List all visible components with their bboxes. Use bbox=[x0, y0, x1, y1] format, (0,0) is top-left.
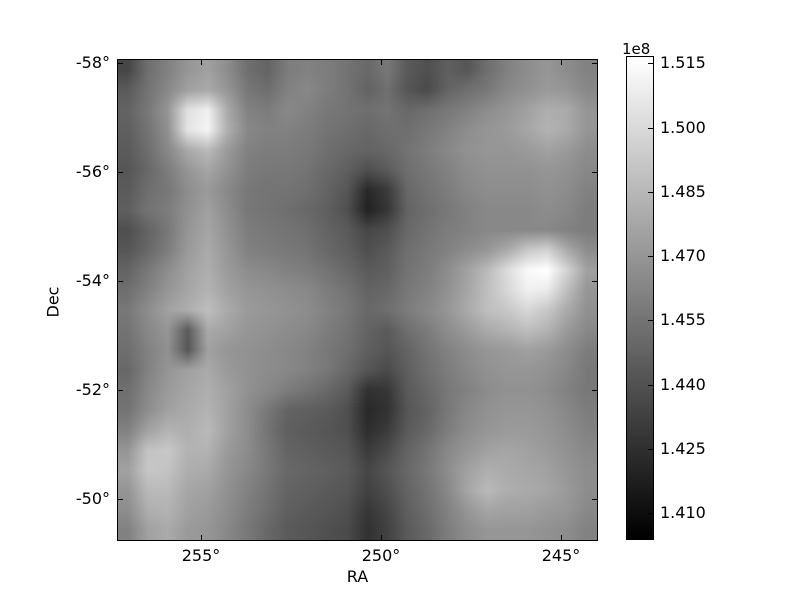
heatmap-image bbox=[118, 60, 597, 540]
colorbar-tick-label: 1.440 bbox=[660, 375, 706, 394]
colorbar-tick-label: 1.485 bbox=[660, 182, 706, 201]
colorbar-offset-label: 1e8 bbox=[622, 40, 651, 58]
y-tick-label: -50° bbox=[75, 489, 110, 508]
colorbar-tick-label: 1.470 bbox=[660, 246, 706, 265]
colorbar bbox=[626, 56, 654, 540]
x-axis-label: RA bbox=[346, 567, 369, 586]
y-tick-mark bbox=[118, 390, 123, 391]
y-tick-mark bbox=[592, 63, 597, 64]
colorbar-tick-mark bbox=[648, 449, 653, 450]
y-tick-label: -58° bbox=[75, 53, 110, 72]
colorbar-tick-label: 1.410 bbox=[660, 503, 706, 522]
y-tick-mark bbox=[118, 63, 123, 64]
y-tick-mark bbox=[592, 281, 597, 282]
y-tick-label: -56° bbox=[75, 162, 110, 181]
x-tick-label: 250° bbox=[361, 546, 401, 565]
x-tick-mark bbox=[561, 60, 562, 65]
colorbar-tick-mark bbox=[648, 63, 653, 64]
colorbar-tick-mark bbox=[648, 320, 653, 321]
colorbar-tick-mark bbox=[648, 385, 653, 386]
x-tick-label: 245° bbox=[541, 546, 581, 565]
x-tick-mark bbox=[201, 535, 202, 540]
x-tick-mark bbox=[201, 60, 202, 65]
colorbar-tick-mark bbox=[648, 513, 653, 514]
colorbar-tick-label: 1.500 bbox=[660, 118, 706, 137]
y-tick-mark bbox=[592, 172, 597, 173]
colorbar-gradient bbox=[627, 57, 653, 539]
y-tick-mark bbox=[592, 499, 597, 500]
y-tick-label: -54° bbox=[75, 271, 110, 290]
colorbar-tick-label: 1.515 bbox=[660, 53, 706, 72]
x-tick-label: 255° bbox=[181, 546, 221, 565]
y-tick-mark bbox=[118, 172, 123, 173]
x-tick-mark bbox=[381, 60, 382, 65]
colorbar-tick-mark bbox=[648, 256, 653, 257]
y-tick-mark bbox=[118, 281, 123, 282]
x-tick-mark bbox=[561, 535, 562, 540]
x-tick-mark bbox=[381, 535, 382, 540]
colorbar-tick-mark bbox=[648, 192, 653, 193]
y-tick-mark bbox=[592, 390, 597, 391]
y-tick-label: -52° bbox=[75, 380, 110, 399]
colorbar-tick-label: 1.425 bbox=[660, 439, 706, 458]
y-axis-label: Dec bbox=[43, 286, 63, 318]
y-tick-mark bbox=[118, 499, 123, 500]
plot-area bbox=[117, 59, 598, 541]
colorbar-tick-label: 1.455 bbox=[660, 310, 706, 329]
colorbar-tick-mark bbox=[648, 128, 653, 129]
